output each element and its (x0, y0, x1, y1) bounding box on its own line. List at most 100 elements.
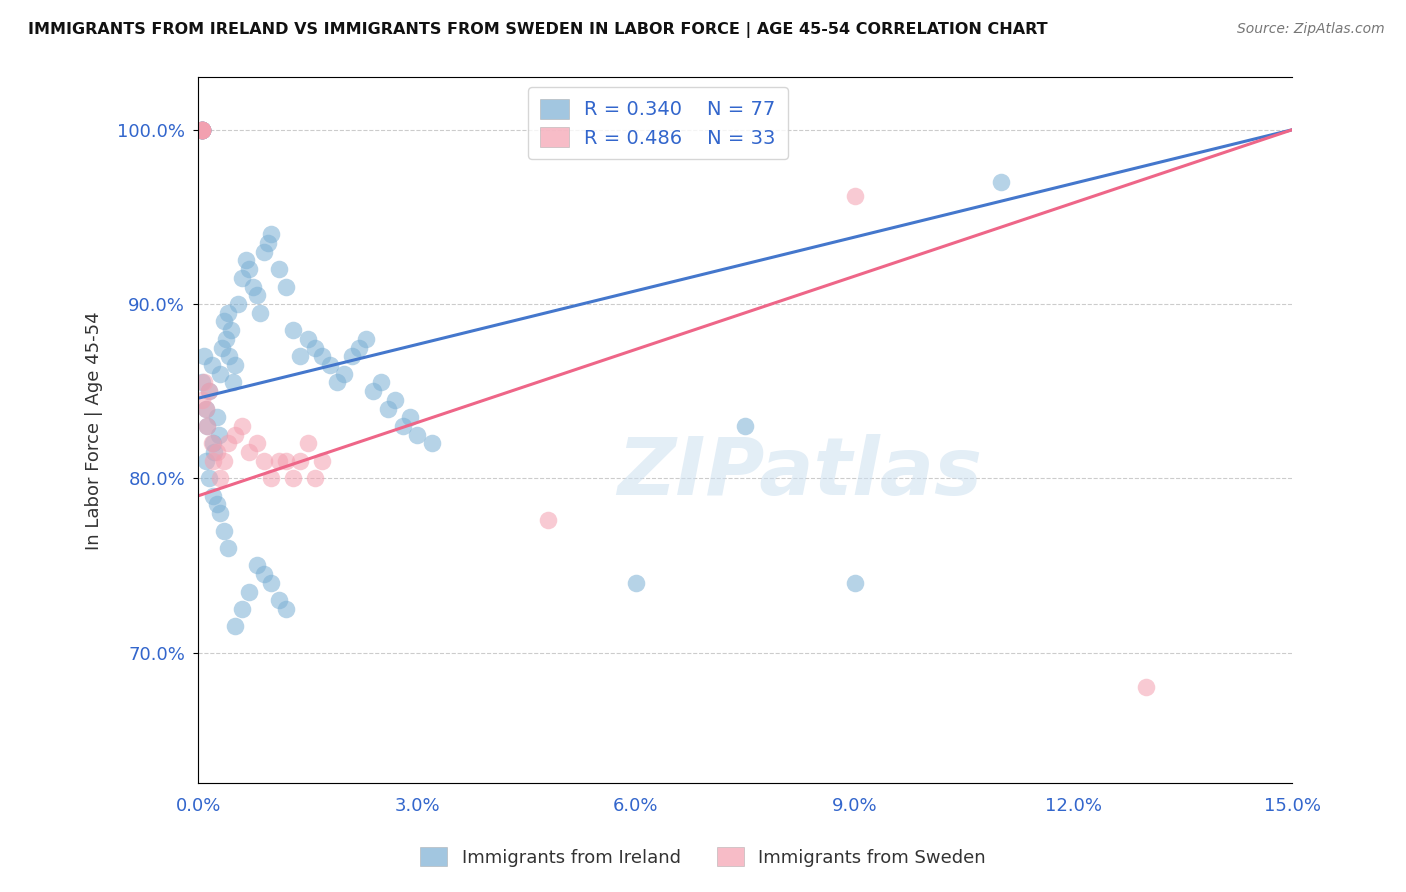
Point (191, 122, 214, 136)
Point (224, 427, 246, 442)
Point (318, 358, 340, 372)
Point (200, 358, 222, 372)
Point (363, 384, 385, 399)
Point (201, 454, 224, 468)
Point (191, 122, 214, 136)
Point (191, 122, 214, 136)
Y-axis label: In Labor Force | Age 45-54: In Labor Force | Age 45-54 (86, 311, 103, 549)
Point (191, 122, 214, 136)
Point (209, 471, 232, 485)
Point (420, 436, 443, 450)
Point (253, 567, 276, 582)
Point (290, 454, 312, 468)
Point (406, 427, 429, 442)
Point (377, 401, 399, 416)
Point (260, 227, 283, 242)
Point (304, 471, 326, 485)
Point (191, 122, 214, 136)
Point (224, 619, 246, 633)
Point (205, 498, 228, 512)
Point (283, 323, 305, 337)
Point (191, 376, 214, 390)
Point (734, 419, 756, 434)
Point (218, 349, 240, 363)
Point (200, 436, 222, 450)
Point (217, 306, 239, 320)
Point (191, 122, 214, 136)
Point (215, 332, 238, 346)
Point (231, 602, 253, 616)
Point (224, 358, 246, 372)
Point (198, 384, 221, 399)
Point (198, 384, 221, 399)
Point (191, 122, 214, 136)
Point (260, 471, 283, 485)
Point (274, 454, 297, 468)
Point (194, 401, 217, 416)
Point (333, 367, 356, 381)
Text: ZIPatlas: ZIPatlas (617, 434, 983, 512)
Point (195, 419, 218, 434)
Point (235, 253, 257, 268)
Point (1135, 681, 1157, 695)
Point (204, 445, 226, 459)
Point (297, 436, 319, 450)
Point (209, 506, 232, 520)
Point (260, 575, 283, 590)
Point (193, 376, 215, 390)
Point (198, 471, 221, 485)
Legend: Immigrants from Ireland, Immigrants from Sweden: Immigrants from Ireland, Immigrants from… (413, 840, 993, 874)
Point (231, 419, 253, 434)
Point (205, 410, 228, 425)
Point (267, 262, 290, 277)
Point (246, 288, 269, 302)
Point (191, 122, 214, 136)
Point (399, 410, 422, 425)
Point (208, 427, 231, 442)
Point (238, 262, 260, 277)
Point (217, 541, 239, 555)
Point (238, 445, 260, 459)
Point (201, 489, 224, 503)
Point (212, 314, 235, 328)
Point (195, 419, 218, 434)
Point (340, 349, 363, 363)
Point (267, 593, 290, 607)
Point (311, 349, 333, 363)
Point (246, 436, 269, 450)
Point (990, 175, 1012, 189)
Point (191, 122, 214, 136)
Text: IMMIGRANTS FROM IRELAND VS IMMIGRANTS FROM SWEDEN IN LABOR FORCE | AGE 45-54 COR: IMMIGRANTS FROM IRELAND VS IMMIGRANTS FR… (28, 22, 1047, 38)
Point (222, 376, 245, 390)
Point (311, 454, 333, 468)
Point (191, 122, 214, 136)
Point (274, 279, 297, 293)
Point (217, 436, 239, 450)
Point (238, 584, 260, 599)
Point (267, 454, 290, 468)
Point (228, 297, 250, 311)
Point (231, 271, 253, 285)
Point (297, 332, 319, 346)
Legend: R = 0.340    N = 77, R = 0.486    N = 33: R = 0.340 N = 77, R = 0.486 N = 33 (529, 87, 787, 160)
Point (212, 524, 235, 538)
Point (384, 392, 406, 407)
Point (844, 189, 866, 203)
Point (283, 471, 305, 485)
Point (304, 341, 326, 355)
Point (193, 349, 215, 363)
Point (624, 575, 647, 590)
Text: Source: ZipAtlas.com: Source: ZipAtlas.com (1237, 22, 1385, 37)
Point (274, 602, 297, 616)
Point (191, 122, 214, 136)
Point (347, 341, 370, 355)
Point (191, 122, 214, 136)
Point (326, 376, 349, 390)
Point (537, 513, 560, 527)
Point (194, 454, 217, 468)
Point (253, 244, 276, 259)
Point (219, 323, 242, 337)
Point (391, 419, 413, 434)
Point (194, 401, 217, 416)
Point (354, 332, 377, 346)
